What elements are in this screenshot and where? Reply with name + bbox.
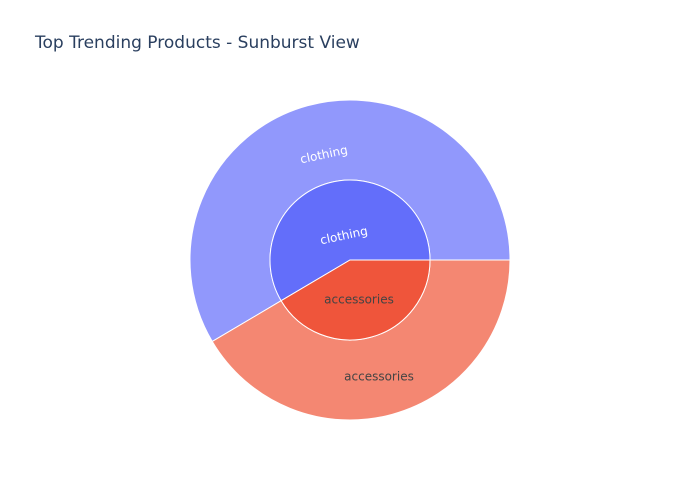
inner-ring-slice-clothing[interactable] <box>269 179 431 302</box>
outer-ring-label-accessories: accessories <box>344 370 414 384</box>
chart-title: Top Trending Products - Sunburst View <box>35 33 360 53</box>
inner-ring-slice-accessories[interactable] <box>280 259 431 341</box>
inner-ring-label-accessories: accessories <box>324 293 394 307</box>
